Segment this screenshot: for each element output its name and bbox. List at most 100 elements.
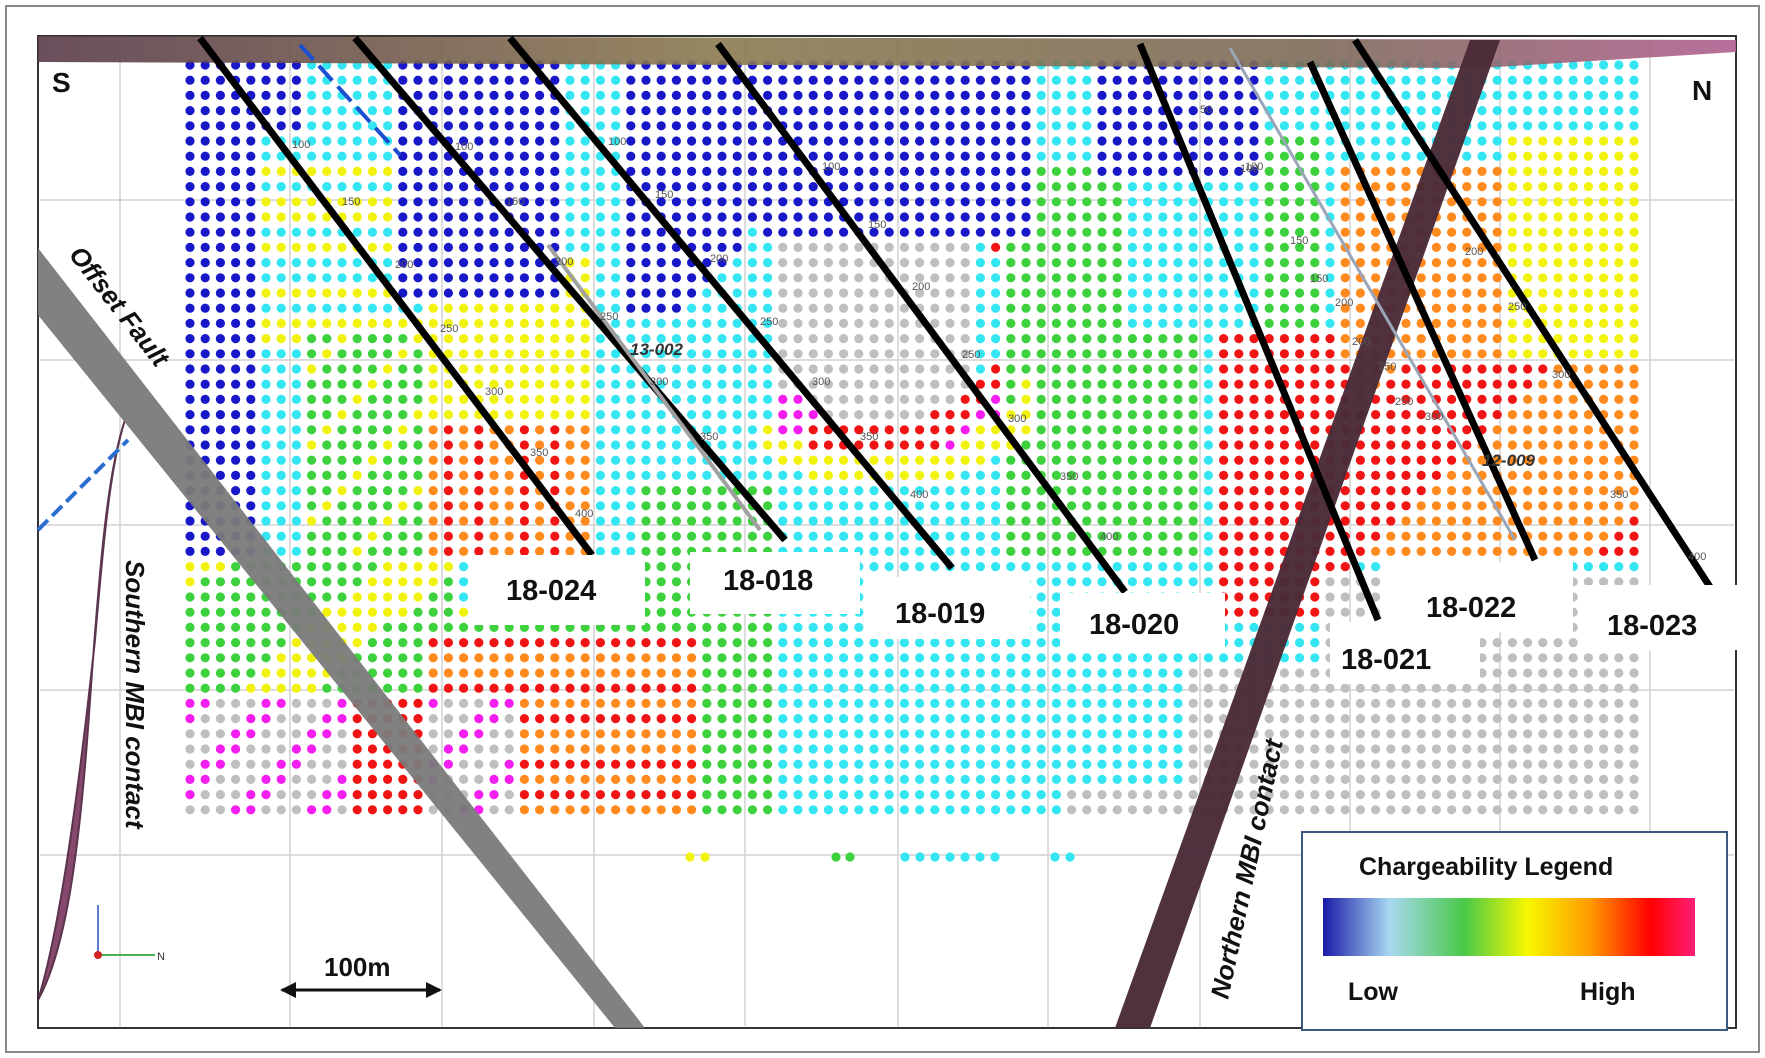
chargeability-point bbox=[1112, 425, 1122, 435]
chargeability-point bbox=[1264, 455, 1274, 465]
chargeability-point bbox=[1340, 227, 1350, 237]
chargeability-point bbox=[732, 683, 742, 693]
chargeability-point bbox=[383, 774, 393, 785]
chargeability-point bbox=[185, 425, 195, 435]
chargeability-point bbox=[1112, 273, 1122, 283]
chargeability-point bbox=[413, 516, 423, 526]
chargeability-point bbox=[580, 227, 590, 237]
chargeability-point bbox=[1036, 683, 1046, 693]
chargeability-point bbox=[1279, 501, 1289, 511]
chargeability-point bbox=[1599, 683, 1609, 693]
chargeability-point bbox=[656, 714, 666, 724]
chargeability-point bbox=[383, 227, 393, 237]
chargeability-point bbox=[687, 197, 697, 207]
chargeability-point bbox=[1629, 531, 1639, 541]
chargeability-point bbox=[519, 334, 530, 344]
chargeability-point bbox=[413, 136, 423, 146]
chargeability-point bbox=[1310, 638, 1320, 648]
chargeability-point bbox=[1219, 90, 1229, 100]
chargeability-point bbox=[884, 714, 894, 724]
chargeability-point bbox=[276, 653, 286, 663]
chargeability-point bbox=[307, 546, 317, 557]
chargeability-point bbox=[1036, 121, 1046, 131]
chargeability-point bbox=[732, 242, 742, 252]
chargeability-point bbox=[1583, 501, 1593, 511]
chargeability-point bbox=[443, 90, 453, 100]
chargeability-point bbox=[1112, 531, 1122, 541]
depth-tick-label: 400 bbox=[1688, 551, 1706, 563]
chargeability-point bbox=[899, 714, 910, 724]
chargeability-point bbox=[1629, 546, 1639, 557]
chargeability-point bbox=[1036, 577, 1046, 587]
chargeability-point bbox=[1416, 121, 1426, 131]
chargeability-point bbox=[367, 744, 377, 754]
chargeability-point bbox=[641, 501, 651, 511]
chargeability-point bbox=[185, 90, 195, 100]
chargeability-point bbox=[656, 698, 666, 709]
chargeability-point bbox=[1568, 486, 1578, 496]
chargeability-point bbox=[291, 729, 301, 739]
chargeability-point bbox=[1538, 774, 1548, 785]
chargeability-point bbox=[261, 75, 271, 85]
chargeability-point bbox=[1310, 166, 1320, 176]
chargeability-point bbox=[671, 364, 682, 374]
chargeability-point bbox=[1082, 516, 1092, 526]
chargeability-point bbox=[1462, 790, 1472, 800]
chargeability-point bbox=[1614, 774, 1624, 785]
chargeability-point bbox=[884, 197, 894, 207]
chargeability-point bbox=[489, 349, 499, 359]
chargeability-point bbox=[1036, 273, 1046, 283]
chargeability-point bbox=[915, 668, 925, 678]
chargeability-point bbox=[1568, 759, 1578, 769]
chargeability-point bbox=[1264, 714, 1274, 724]
chargeability-point bbox=[626, 303, 636, 313]
chargeability-point bbox=[1583, 303, 1593, 313]
chargeability-point bbox=[1112, 318, 1122, 328]
chargeability-point bbox=[717, 410, 727, 420]
chargeability-point bbox=[200, 75, 210, 85]
chargeability-point bbox=[793, 182, 803, 192]
chargeability-point bbox=[687, 501, 697, 511]
chargeability-point bbox=[1447, 258, 1457, 268]
chargeability-point bbox=[641, 790, 651, 800]
chargeability-point bbox=[702, 182, 712, 192]
chargeability-point bbox=[413, 470, 423, 480]
chargeability-point bbox=[1447, 212, 1457, 222]
depth-tick-label: 50 bbox=[1200, 104, 1212, 116]
chargeability-point bbox=[383, 622, 393, 633]
chargeability-point bbox=[1431, 425, 1441, 435]
chargeability-point bbox=[1507, 410, 1517, 420]
chargeability-point bbox=[1295, 470, 1305, 480]
chargeability-point bbox=[231, 577, 241, 587]
chargeability-point bbox=[1203, 227, 1213, 237]
chargeability-point bbox=[367, 562, 377, 572]
chargeability-point bbox=[1264, 90, 1274, 100]
chargeability-point bbox=[276, 516, 286, 526]
chargeability-point bbox=[1386, 151, 1396, 161]
chargeability-point bbox=[215, 729, 225, 739]
chargeability-point bbox=[291, 318, 301, 328]
chargeability-point bbox=[1036, 106, 1046, 116]
chargeability-point bbox=[899, 653, 910, 663]
chargeability-point bbox=[459, 227, 469, 237]
chargeability-point bbox=[185, 273, 195, 283]
chargeability-point bbox=[231, 683, 241, 693]
chargeability-point bbox=[1279, 182, 1289, 192]
chargeability-point bbox=[1006, 242, 1016, 252]
chargeability-point bbox=[1006, 303, 1016, 313]
chargeability-point bbox=[1477, 364, 1487, 374]
chargeability-point bbox=[1173, 653, 1183, 663]
chargeability-point bbox=[960, 486, 970, 496]
chargeability-point bbox=[474, 622, 484, 633]
chargeability-point bbox=[565, 197, 575, 207]
chargeability-point bbox=[200, 242, 210, 252]
chargeability-point bbox=[945, 151, 955, 161]
chargeability-point bbox=[1249, 501, 1259, 511]
chargeability-point bbox=[322, 242, 332, 252]
chargeability-point bbox=[1036, 90, 1046, 100]
chargeability-point bbox=[1097, 394, 1107, 404]
chargeability-point bbox=[1097, 531, 1107, 541]
chargeability-point bbox=[1036, 546, 1046, 557]
chargeability-point bbox=[717, 531, 727, 541]
chargeability-point bbox=[1614, 577, 1624, 587]
